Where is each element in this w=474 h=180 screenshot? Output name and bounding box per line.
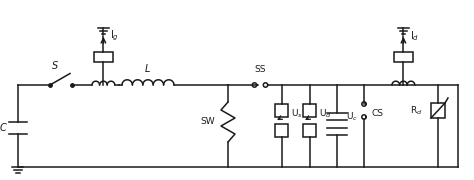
Text: U$_d$: U$_d$ (319, 108, 332, 120)
Text: C: C (0, 123, 6, 133)
Text: U$_c$: U$_c$ (346, 111, 358, 123)
Text: I$_d$: I$_d$ (410, 29, 419, 43)
Text: SS: SS (254, 65, 266, 74)
Text: CS: CS (372, 109, 384, 118)
Text: I$_g$: I$_g$ (110, 29, 119, 43)
Bar (275, 124, 289, 137)
Bar (275, 104, 289, 117)
Bar (94, 52, 113, 62)
Bar (303, 124, 317, 137)
Text: U$_s$: U$_s$ (291, 108, 303, 120)
Text: SW: SW (201, 118, 215, 127)
Text: L: L (145, 64, 150, 74)
Text: R$_d$: R$_d$ (410, 105, 422, 117)
Bar (431, 103, 445, 118)
Bar (303, 104, 317, 117)
Bar (394, 52, 413, 62)
Text: S: S (52, 61, 58, 71)
